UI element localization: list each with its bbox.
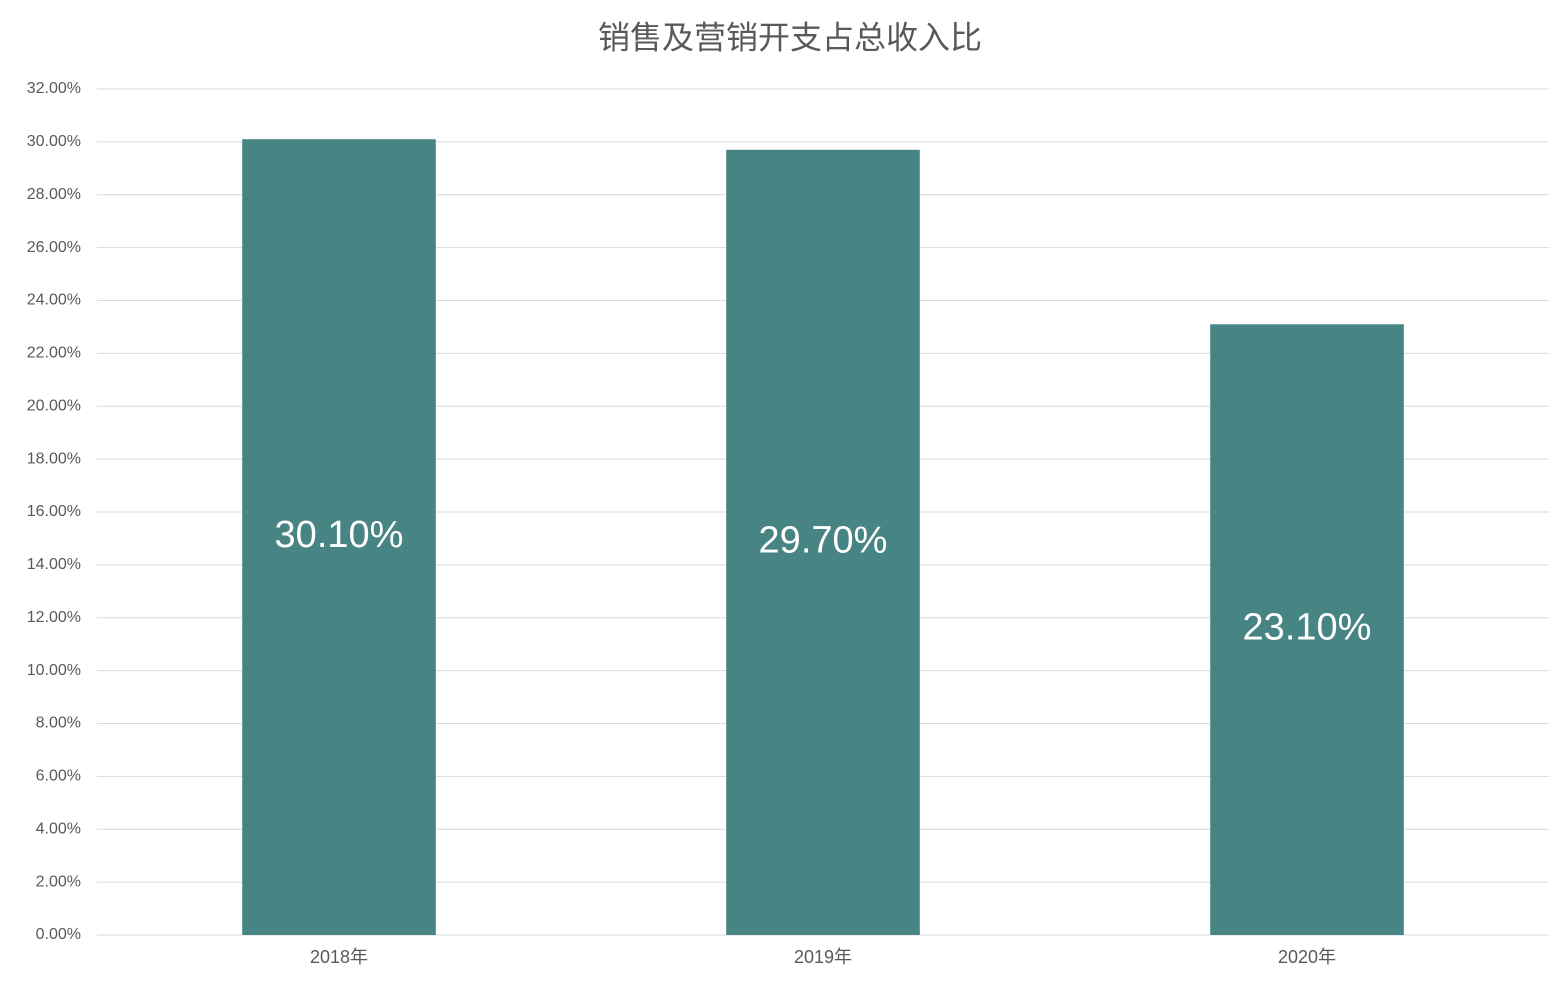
chart-title: 销售及营销开支占总收入比 [598, 19, 982, 55]
y-tick-label: 4.00% [36, 820, 81, 837]
bar [242, 139, 436, 935]
data-label: 23.10% [1243, 607, 1372, 649]
y-tick-label: 20.00% [27, 397, 81, 414]
y-tick-label: 22.00% [27, 345, 81, 362]
y-tick-label: 28.00% [27, 186, 81, 203]
y-tick-label: 14.00% [27, 556, 81, 573]
y-tick-label: 0.00% [36, 926, 81, 943]
bar [726, 149, 920, 935]
x-tick-label: 2018年 [310, 947, 368, 967]
y-tick-label: 16.00% [27, 503, 81, 520]
y-tick-label: 2.00% [36, 873, 81, 890]
y-tick-label: 26.00% [27, 239, 81, 256]
y-tick-label: 32.00% [27, 80, 81, 97]
y-tick-label: 30.00% [27, 133, 81, 150]
y-tick-label: 18.00% [27, 450, 81, 467]
y-tick-label: 10.00% [27, 662, 81, 679]
data-label: 29.70% [759, 519, 888, 561]
x-tick-label: 2020年 [1278, 947, 1336, 967]
y-tick-label: 6.00% [36, 768, 81, 785]
y-tick-label: 12.00% [27, 609, 81, 626]
y-tick-label: 8.00% [36, 715, 81, 732]
x-tick-label: 2019年 [794, 947, 852, 967]
y-tick-label: 24.00% [27, 292, 81, 309]
bar [1210, 324, 1404, 935]
data-label: 30.10% [275, 514, 404, 556]
